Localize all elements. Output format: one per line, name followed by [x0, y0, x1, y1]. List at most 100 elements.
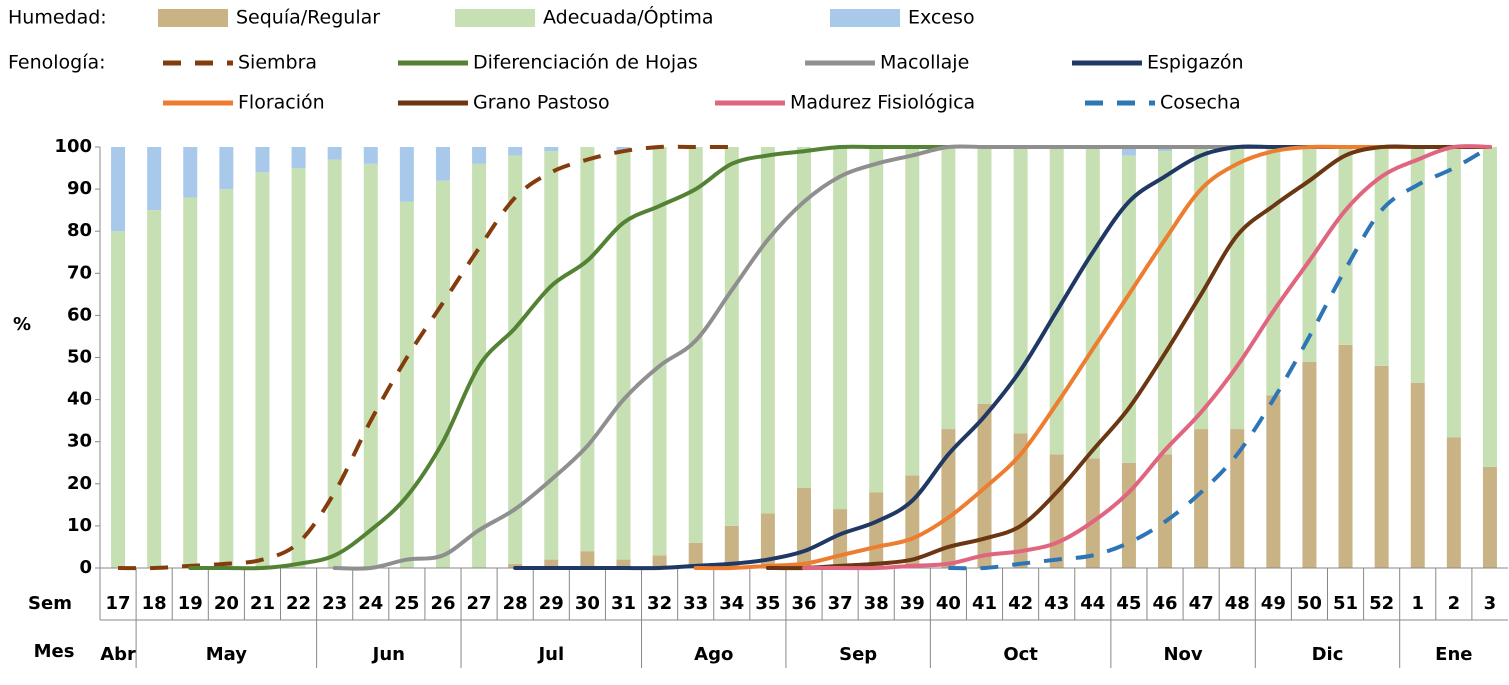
bar-segment	[1482, 147, 1497, 467]
y-tick-label: 0	[79, 557, 92, 578]
bar-segment	[905, 147, 920, 476]
bar-segment	[616, 147, 631, 152]
x-tick-label: 40	[936, 593, 961, 614]
x-tick-label: 33	[683, 593, 708, 614]
bar-segment	[833, 147, 848, 510]
legend-swatch	[158, 9, 228, 27]
y-axis-label: %	[13, 314, 31, 335]
bar-segment	[1158, 147, 1173, 152]
bar-segment	[1013, 433, 1028, 568]
bar-segment	[760, 513, 775, 568]
bar-segment	[869, 492, 884, 568]
x-tick-label: 39	[900, 593, 925, 614]
bar-segment	[147, 210, 162, 568]
bar-segment	[327, 147, 342, 160]
bar-segment	[1266, 395, 1281, 568]
x-tick-label: 38	[864, 593, 889, 614]
bar-segment	[435, 147, 450, 181]
bar-segment	[724, 525, 739, 568]
x-tick-label: 35	[755, 593, 780, 614]
bar-segment	[1121, 147, 1136, 156]
month-row-label: Mes	[34, 641, 75, 662]
bar-segment	[1302, 147, 1317, 362]
week-row-label: Sem	[28, 593, 72, 614]
x-tick-label: 1	[1411, 593, 1424, 614]
x-tick-label: 21	[250, 593, 275, 614]
y-tick-label: 40	[67, 389, 92, 410]
bar-segment	[652, 147, 667, 556]
legend-label: Siembra	[238, 52, 317, 74]
bar-segment	[724, 147, 739, 526]
bar-segment	[941, 429, 956, 568]
x-tick-label: 27	[467, 593, 492, 614]
bar-segment	[1085, 147, 1100, 459]
legend-label: Floración	[238, 92, 325, 114]
bar-segment	[1194, 429, 1209, 568]
bar-segment	[1013, 147, 1028, 434]
x-tick-label: 41	[972, 593, 997, 614]
month-label: Jun	[371, 644, 405, 665]
bar-segment	[616, 559, 631, 568]
bar-segment	[255, 147, 270, 173]
bar-segment	[941, 147, 956, 430]
bar-segment	[508, 563, 523, 568]
bar-segment	[544, 147, 559, 152]
x-tick-label: 36	[791, 593, 816, 614]
bar-segment	[652, 555, 667, 568]
bar-segment	[508, 147, 523, 156]
bar-segment	[111, 147, 126, 232]
bar-segment	[905, 475, 920, 568]
bar-segment	[797, 488, 811, 568]
x-tick-label: 3	[1484, 593, 1497, 614]
month-label: Nov	[1163, 644, 1202, 665]
y-tick-label: 80	[67, 220, 92, 241]
bar-segment	[1121, 462, 1136, 568]
line-series	[765, 144, 1492, 571]
legend-swatch	[830, 9, 900, 27]
bar-segment	[1338, 147, 1353, 345]
line-series	[802, 144, 1492, 571]
humidity-label: Humedad:	[8, 7, 107, 29]
bar-segment	[1446, 147, 1461, 438]
x-tick-label: 51	[1333, 593, 1358, 614]
bar-segment	[1482, 466, 1497, 568]
month-label: May	[206, 644, 248, 665]
bar-segment	[1410, 382, 1425, 568]
x-tick-label: 48	[1225, 593, 1250, 614]
x-tick-label: 18	[142, 593, 167, 614]
line-series	[693, 144, 1492, 571]
bar-segment	[688, 542, 703, 568]
month-label: Ene	[1435, 644, 1472, 665]
bar-segment	[1049, 147, 1064, 455]
line-series	[188, 144, 951, 571]
month-label: Ago	[694, 644, 733, 665]
bar-segment	[1374, 365, 1389, 568]
bar-segment	[219, 189, 234, 568]
x-tick-label: 23	[322, 593, 347, 614]
bar-segment	[1446, 437, 1461, 568]
x-tick-label: 47	[1189, 593, 1214, 614]
bar-segment	[291, 168, 306, 569]
bar-segment	[435, 180, 450, 568]
x-tick-label: 45	[1116, 593, 1141, 614]
x-tick-label: 30	[575, 593, 600, 614]
month-label: Oct	[1003, 644, 1038, 665]
bar-segment	[760, 147, 775, 514]
bar-segment	[327, 159, 342, 568]
month-label: Sep	[839, 644, 877, 665]
x-tick-label: 37	[828, 593, 853, 614]
x-tick-label: 17	[106, 593, 131, 614]
y-tick-label: 50	[67, 347, 92, 368]
legend-label: Adecuada/Óptima	[543, 5, 714, 29]
x-tick-label: 20	[214, 593, 239, 614]
bar-segment	[111, 231, 126, 568]
x-tick-label: 46	[1152, 593, 1177, 614]
bar-segment	[508, 155, 523, 564]
legend-swatch	[455, 9, 535, 27]
x-tick-label: 24	[358, 593, 383, 614]
x-tick-label: 43	[1044, 593, 1069, 614]
bar-segment	[1374, 147, 1389, 366]
bar-segment	[147, 147, 162, 211]
bar-segment	[1158, 151, 1173, 455]
